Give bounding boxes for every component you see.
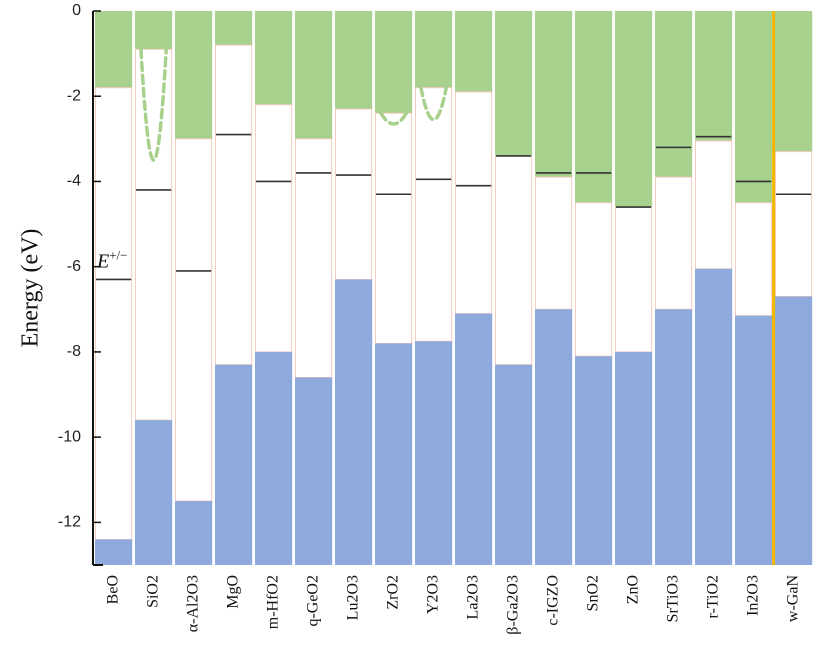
- band-gap-w-gan: [775, 151, 813, 298]
- y-axis: 0 -2 -4 -6 -8 -10 -12: [58, 2, 103, 566]
- y-tick-label: -2: [67, 87, 81, 104]
- valence-band-bar-sio2: [135, 420, 173, 565]
- conduction-band-bar-mgo: [215, 11, 253, 46]
- x-tick-label-sno2: SnO2: [584, 575, 601, 611]
- conduction-band-bar-c-igzo: [535, 11, 573, 178]
- band-gap-r-tio2: [695, 140, 733, 270]
- curves-layer: [139, 11, 776, 565]
- conduction-band-bar--al2o3: [175, 11, 213, 139]
- valence-band-bar-mgo: [215, 364, 253, 565]
- x-tick-label-w-gan: w-GaN: [784, 575, 801, 623]
- conduction-band-bar-srtio3: [655, 11, 693, 178]
- band-gap-beo: [95, 87, 133, 540]
- band-gap-sno2: [575, 202, 613, 357]
- conduction-band-bar-beo: [95, 11, 133, 88]
- x-tick-label-beo: BeO: [104, 575, 121, 604]
- valence-band-bar-srtio3: [655, 309, 693, 565]
- conduction-band-bar-m-hfo2: [255, 11, 293, 105]
- band-gap-srtio3: [655, 176, 693, 310]
- band-gap-m-hfo2: [255, 104, 293, 353]
- band-gap-in2o3: [735, 202, 773, 317]
- x-tick-label-lu2o3: Lu2O3: [344, 575, 361, 620]
- dashed-band-curve-y2o3: [419, 85, 448, 122]
- x-tick-label-c-igzo: c-IGZO: [544, 575, 561, 626]
- valence-band-bar-zno: [615, 351, 653, 565]
- x-tick-label-sio2: SiO2: [144, 575, 161, 608]
- band-gap-mgo: [215, 44, 253, 366]
- conduction-band-bar--ga2o3: [495, 11, 533, 156]
- y-tick-label: -12: [58, 514, 81, 531]
- valence-band-bar-zro2: [375, 343, 413, 565]
- band-gap-q-geo2: [295, 138, 333, 378]
- valence-band-bar-q-geo2: [295, 377, 333, 565]
- valence-band-bar-r-tio2: [695, 268, 733, 565]
- y-tick-label: -8: [67, 343, 81, 360]
- annotation-superscript: +/−: [109, 247, 127, 262]
- levels-layer: [96, 133, 812, 281]
- band-gap--al2o3: [175, 138, 213, 502]
- dashed-band-curve-sio2: [139, 47, 168, 162]
- conduction-band-bar-in2o3: [735, 11, 773, 203]
- conduction-band-bar-la2o3: [455, 11, 493, 92]
- conduction-band-bar-zno: [615, 11, 653, 208]
- dashed-band-curve-zro2: [379, 111, 408, 126]
- band-gap-y2o3: [415, 87, 453, 342]
- valence-band-bar-w-gan: [775, 296, 813, 565]
- conduction-band-bar-lu2o3: [335, 11, 373, 110]
- x-tick-label-mgo: MgO: [224, 575, 241, 609]
- conduction-band-bar-sno2: [575, 11, 613, 203]
- valence-band-bar--al2o3: [175, 501, 213, 565]
- valence-band-bar-m-hfo2: [255, 351, 293, 565]
- transition-level-annotation: E+/−: [96, 247, 128, 272]
- valence-band-bar-beo: [95, 539, 133, 565]
- x-tick-labels: BeO SiO2 α-Al2O3 MgO m-HfO2 q-GeO2 Lu2O3 ZrO2 Y2…: [104, 575, 801, 635]
- band-gap-la2o3: [455, 91, 493, 315]
- y-tick-label: -6: [67, 258, 81, 275]
- conduction-band-bar-q-geo2: [295, 11, 333, 139]
- x-tick-label-zro2: ZrO2: [384, 575, 401, 610]
- conduction-band-bar-sio2: [135, 11, 173, 50]
- valence-band-bar--ga2o3: [495, 364, 533, 565]
- x-tick-label-in2o3: In2O3: [744, 575, 761, 616]
- y-tick-label: -10: [58, 428, 81, 445]
- conduction-band-bar-w-gan: [775, 11, 813, 152]
- x-tick-label-r-tio2: r-TiO2: [704, 575, 721, 619]
- band-gap-c-igzo: [535, 176, 573, 310]
- y-tick-label: 0: [72, 2, 81, 19]
- y-tick-label: -4: [67, 173, 81, 190]
- x-tick-label-srtio3: SrTiO3: [664, 575, 681, 622]
- valence-band-bar-y2o3: [415, 341, 453, 565]
- valence-band-bar-in2o3: [735, 315, 773, 565]
- y-axis-label: Energy (eV): [18, 229, 44, 348]
- x-tick-label-m-hfo2: m-HfO2: [264, 575, 281, 629]
- conduction-band-bar-r-tio2: [695, 11, 733, 141]
- band-gap-sio2: [135, 48, 173, 421]
- band-gap-zro2: [375, 112, 413, 344]
- band-gap--ga2o3: [495, 155, 533, 366]
- x-tick-label-zno: ZnO: [624, 575, 641, 604]
- bars-layer: [95, 11, 813, 565]
- x-tick-label-la2o3: La2O3: [464, 575, 481, 619]
- valence-band-bar-sno2: [575, 356, 613, 565]
- band-gap-lu2o3: [335, 108, 373, 280]
- valence-band-bar-c-igzo: [535, 309, 573, 565]
- band-gap-zno: [615, 206, 653, 353]
- annotation-text: E: [96, 250, 109, 272]
- x-tick-label-q-geo2: q-GeO2: [304, 575, 321, 627]
- x-tick-label--ga2o3: β-Ga2O3: [504, 575, 521, 635]
- x-tick-label--al2o3: α-Al2O3: [184, 575, 201, 632]
- valence-band-bar-la2o3: [455, 313, 493, 565]
- conduction-band-bar-y2o3: [415, 11, 453, 88]
- valence-band-bar-lu2o3: [335, 279, 373, 565]
- conduction-band-bar-zro2: [375, 11, 413, 114]
- x-tick-label-y2o3: Y2O3: [424, 575, 441, 614]
